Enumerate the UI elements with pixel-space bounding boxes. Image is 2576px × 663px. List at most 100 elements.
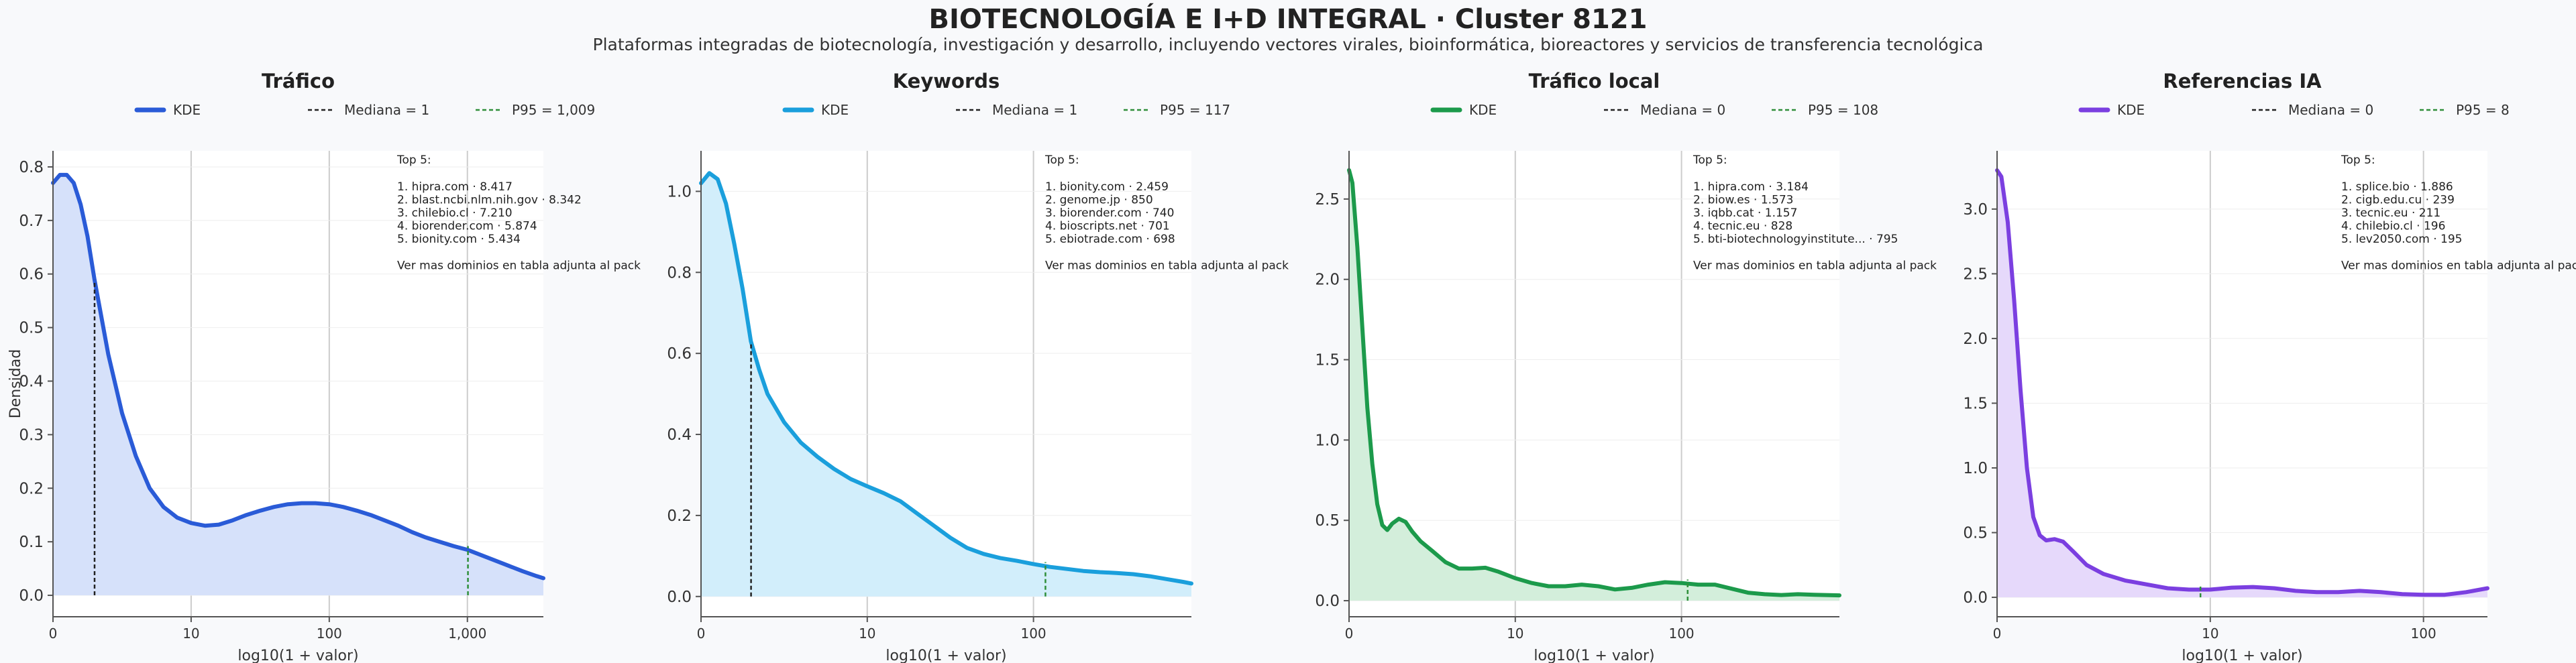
x-tick-label: 0 [697, 625, 706, 642]
x-tick-label: 0 [49, 625, 58, 642]
top5-item: 2. blast.ncbi.nlm.nih.gov · 8.342 [397, 194, 582, 207]
y-tick-label: 2.0 [1315, 272, 1340, 289]
top5-item: 5. lev2050.com · 195 [2341, 233, 2463, 246]
chart-title: Tráfico [262, 70, 335, 93]
kde-area [53, 174, 543, 595]
y-tick-label: 0.3 [19, 426, 44, 444]
kde-line [1995, 168, 2489, 597]
chart-panel-3: 0 10 100 0.0 0.5 1.0 1.5 2.0 2.5 log10(1 + valor)… [1315, 70, 1937, 663]
top5-heading: Top 5: [1693, 154, 1727, 167]
y-tick-label: 0.0 [1315, 593, 1340, 610]
top5-item: 4. biorender.com · 5.874 [397, 220, 537, 233]
y-tick-label: 0.5 [1963, 525, 1988, 542]
top5-item: 3. biorender.com · 740 [1045, 206, 1174, 220]
legend-p95-label: P95 = 117 [1160, 102, 1230, 118]
x-axis-label: log10(1 + valor) [237, 648, 358, 663]
kde-line [1347, 168, 1841, 598]
y-axis-label: Densidad [7, 349, 24, 418]
y-tick-label: 2.5 [1963, 265, 1988, 283]
y-tick-label: 0.2 [19, 480, 44, 497]
kde-area [1997, 170, 2487, 597]
legend-kde-label: KDE [821, 102, 849, 118]
x-tick-label: 100 [2411, 625, 2436, 642]
y-tick-label: 0.1 [19, 534, 44, 551]
top5-item: 5. bti-biotechnologyinstitute... · 795 [1693, 233, 1898, 246]
top5-item: 2. biow.es · 1.573 [1693, 194, 1793, 207]
y-tick-label: 0.7 [19, 213, 44, 230]
legend-kde-label: KDE [173, 102, 201, 118]
top5-item: 3. tecnic.eu · 211 [2341, 206, 2440, 220]
x-tick-label: 10 [2202, 625, 2218, 642]
top5-item: 1. hipra.com · 3.184 [1693, 180, 1809, 194]
chart-panel-1: 0 10 100 1,000 0.0 0.1 0.2 0.3 0.4 0.5 0.6 0.7 0.8 lo… [7, 70, 641, 663]
y-tick-label: 0.2 [667, 507, 692, 525]
legend-median-label: Mediana = 0 [1640, 102, 1725, 118]
x-axis-label: log10(1 + valor) [1534, 648, 1654, 663]
legend-p95-label: P95 = 1,009 [512, 102, 595, 118]
y-tick-label: 0.6 [19, 266, 44, 284]
top5-heading: Top 5: [1044, 154, 1079, 167]
kde-line [699, 171, 1193, 586]
top5-item: 5. ebiotrade.com · 698 [1045, 233, 1175, 246]
top5-item: 1. splice.bio · 1.886 [2341, 180, 2453, 194]
top5-item: 1. bionity.com · 2.459 [1045, 180, 1169, 194]
page-subtitle: Plataformas integradas de biotecnología,… [592, 35, 1984, 54]
top5-heading: Top 5: [2341, 154, 2375, 167]
legend-p95-label: P95 = 8 [2456, 102, 2510, 118]
y-tick-label: 0.5 [1315, 512, 1340, 530]
x-axis-label: log10(1 + valor) [885, 648, 1006, 663]
y-tick-label: 0.8 [19, 159, 44, 176]
plot-area [1349, 151, 1839, 617]
y-tick-label: 0.4 [19, 373, 44, 391]
x-tick-label: 100 [1668, 625, 1694, 642]
kde-line [51, 172, 545, 581]
top5-item: 3. chilebio.cl · 7.210 [397, 206, 513, 220]
chart-title: Referencias IA [2163, 70, 2322, 93]
legend-median-label: Mediana = 1 [992, 102, 1077, 118]
x-axis-label: log10(1 + valor) [2182, 648, 2302, 663]
top5-heading: Top 5: [396, 154, 431, 167]
y-tick-label: 1.0 [1315, 432, 1340, 449]
x-tick-label: 0 [1993, 625, 2002, 642]
y-tick-label: 2.0 [1963, 330, 1988, 348]
legend-median-label: Mediana = 0 [2288, 102, 2373, 118]
kde-area [701, 173, 1191, 597]
legend-kde-label: KDE [2117, 102, 2145, 118]
chart-title: Tráfico local [1529, 70, 1660, 93]
top5-item: 5. bionity.com · 5.434 [397, 233, 521, 246]
top5-item: 2. cigb.edu.cu · 239 [2341, 194, 2455, 207]
top5-more-note: Ver mas dominios en tabla adjunta al pac… [397, 259, 641, 273]
y-tick-label: 1.0 [1963, 460, 1988, 477]
x-tick-label: 10 [1507, 625, 1523, 642]
x-tick-label: 100 [317, 625, 342, 642]
legend-median-label: Mediana = 1 [344, 102, 429, 118]
x-tick-label: 10 [182, 625, 199, 642]
x-tick-label: 0 [1345, 625, 1354, 642]
top5-item: 4. bioscripts.net · 701 [1045, 220, 1170, 233]
y-tick-label: 1.5 [1963, 395, 1988, 412]
x-tick-label: 1,000 [448, 625, 486, 642]
top5-item: 4. chilebio.cl · 196 [2341, 220, 2445, 233]
x-tick-label: 10 [859, 625, 875, 642]
plot-area [1997, 151, 2487, 617]
y-tick-label: 0.4 [667, 426, 692, 444]
top5-item: 2. genome.jp · 850 [1045, 194, 1153, 207]
top5-item: 4. tecnic.eu · 828 [1693, 220, 1792, 233]
chart-panel-4: 0 10 100 0.0 0.5 1.0 1.5 2.0 2.5 3.0 log10(1 + val… [1963, 70, 2576, 663]
kde-area [1349, 170, 1839, 601]
page-title: BIOTECNOLOGÍA E I+D INTEGRAL · Cluster 8… [928, 4, 1648, 35]
y-tick-label: 0.5 [19, 320, 44, 337]
y-tick-label: 0.8 [667, 264, 692, 282]
y-tick-label: 2.5 [1315, 191, 1340, 208]
chart-title: Keywords [893, 70, 1000, 93]
top5-item: 1. hipra.com · 8.417 [397, 180, 513, 194]
x-tick-label: 100 [1020, 625, 1046, 642]
y-tick-label: 1.0 [667, 183, 692, 200]
top5-more-note: Ver mas dominios en tabla adjunta al pac… [1045, 259, 1289, 273]
top5-item: 3. iqbb.cat · 1.157 [1693, 206, 1797, 220]
y-tick-label: 0.0 [1963, 589, 1988, 607]
chart-panel-2: 0 10 100 0.0 0.2 0.4 0.6 0.8 1.0 log10(1 + valor)… [667, 70, 1289, 663]
top5-more-note: Ver mas dominios en tabla adjunta al pac… [2341, 259, 2576, 273]
y-tick-label: 0.6 [667, 345, 692, 363]
